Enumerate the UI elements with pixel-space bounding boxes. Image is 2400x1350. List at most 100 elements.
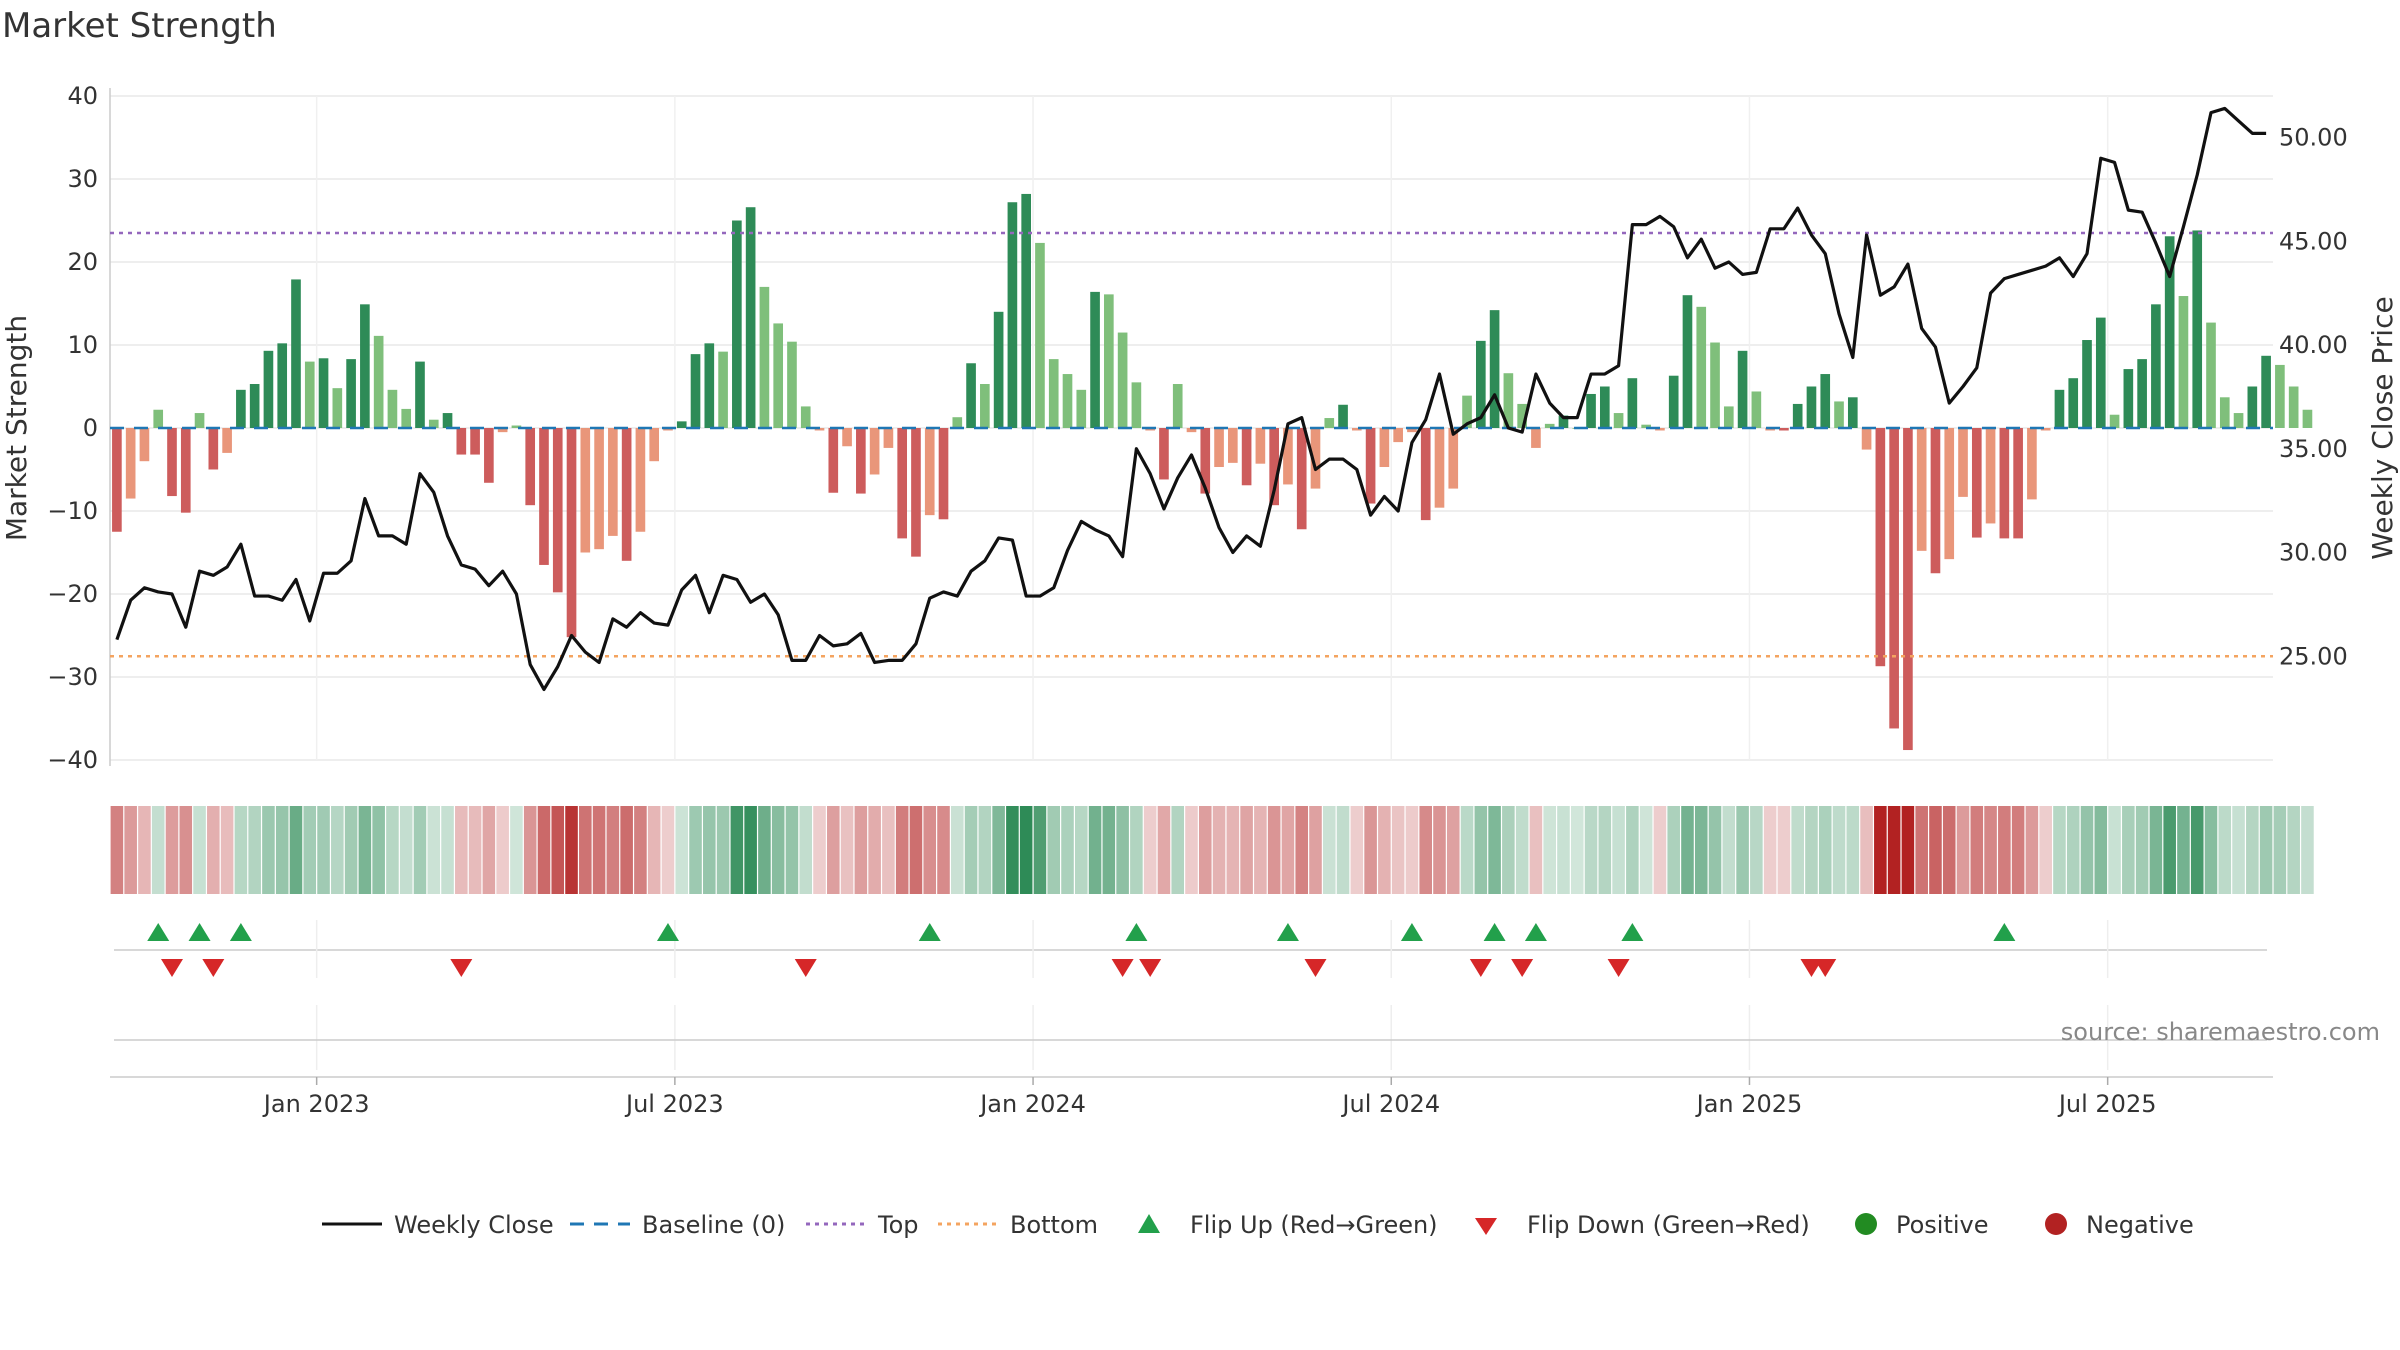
ytick-left-label: 10 bbox=[67, 331, 98, 359]
heatmap-cell bbox=[799, 806, 813, 894]
strength-bar bbox=[180, 428, 191, 513]
heatmap-cell bbox=[909, 806, 923, 894]
strength-bar bbox=[1283, 428, 1293, 485]
heatmap-cell bbox=[124, 806, 137, 894]
heatmap-cell bbox=[1061, 806, 1074, 894]
legend-icon-flip-down bbox=[1475, 1218, 1497, 1235]
heatmap-cell bbox=[1102, 806, 1116, 894]
heatmap-cell bbox=[2025, 806, 2039, 894]
strength-bar bbox=[1971, 428, 1982, 538]
heatmap-cell bbox=[1708, 806, 1722, 894]
flip-down-marker bbox=[1111, 959, 1134, 977]
strength-bar bbox=[552, 428, 563, 593]
strength-bar bbox=[222, 428, 232, 453]
heatmap-cell bbox=[2066, 806, 2080, 894]
heatmap-cell bbox=[840, 806, 854, 894]
ytick-right-label: 45.00 bbox=[2279, 227, 2348, 255]
strength-bar bbox=[732, 220, 742, 428]
strength-bar bbox=[304, 361, 315, 428]
strength-bar bbox=[346, 359, 356, 428]
heatmap-cell bbox=[1474, 806, 1488, 894]
heatmap-cell bbox=[1309, 806, 1322, 894]
heatmap-cell bbox=[634, 806, 647, 894]
heatmap-cell bbox=[468, 806, 482, 894]
strength-bar bbox=[497, 428, 508, 433]
heatmap-cell bbox=[1419, 806, 1432, 894]
heatmap-cell bbox=[1446, 806, 1460, 894]
heatmap-cell bbox=[193, 806, 206, 894]
heatmap-cell bbox=[1543, 806, 1556, 894]
heatmap-cell bbox=[1529, 806, 1543, 894]
strength-bar bbox=[869, 428, 880, 475]
strength-bar bbox=[980, 384, 990, 428]
strength-bar bbox=[1420, 428, 1431, 521]
heatmap-cell bbox=[2232, 806, 2245, 894]
strength-bar bbox=[1214, 428, 1224, 468]
strength-bar bbox=[387, 389, 398, 428]
strength-bar bbox=[1958, 428, 1968, 497]
strength-bar bbox=[1613, 413, 1624, 428]
heatmap-cell bbox=[1157, 806, 1171, 894]
strength-bar bbox=[484, 428, 494, 483]
strength-bar bbox=[690, 354, 701, 428]
heatmap-cell bbox=[1915, 806, 1928, 894]
legend-label: Flip Up (Red→Green) bbox=[1190, 1211, 1438, 1239]
strength-bar bbox=[1558, 415, 1569, 428]
heatmap-cell bbox=[1019, 806, 1033, 894]
heatmap-cell bbox=[2122, 806, 2135, 894]
strength-bar bbox=[1517, 403, 1527, 428]
heatmap-cell bbox=[882, 806, 895, 894]
strength-bar bbox=[1723, 406, 1734, 428]
strength-bar bbox=[1365, 428, 1376, 504]
strength-bar bbox=[1668, 375, 1679, 428]
heatmap-cell bbox=[1763, 806, 1777, 894]
strength-bar bbox=[2151, 304, 2161, 428]
heatmap-cell bbox=[262, 806, 275, 894]
strength-bar bbox=[1255, 428, 1266, 464]
heatmap-cell bbox=[1378, 806, 1391, 894]
heatmap-cell bbox=[758, 806, 771, 894]
heatmap-cell bbox=[317, 806, 330, 894]
heatmap-cell bbox=[1681, 806, 1694, 894]
strength-bar bbox=[1172, 384, 1183, 428]
weekly-close-line bbox=[115, 106, 2267, 692]
heatmap-cell bbox=[689, 806, 702, 894]
strength-bar bbox=[787, 341, 797, 428]
heatmap-cell bbox=[2190, 806, 2204, 894]
strength-bar bbox=[1104, 294, 1114, 428]
strength-bar bbox=[2302, 409, 2313, 428]
strength-bar bbox=[291, 279, 301, 428]
ytick-left-label: 20 bbox=[67, 248, 98, 276]
flip-down-marker bbox=[450, 959, 473, 977]
heatmap-cell bbox=[523, 806, 537, 894]
heatmap-cell bbox=[1488, 806, 1501, 894]
strength-bar bbox=[456, 428, 467, 455]
heatmap-cell bbox=[110, 806, 124, 894]
heatmap-cell bbox=[606, 806, 620, 894]
heatmap-cell bbox=[1750, 806, 1763, 894]
strength-bar bbox=[2233, 413, 2244, 428]
strength-bar bbox=[759, 286, 770, 428]
heatmap-cell bbox=[1198, 806, 1212, 894]
heatmap-cell bbox=[1515, 806, 1529, 894]
heatmap-cell bbox=[551, 806, 565, 894]
strength-bar bbox=[608, 428, 618, 536]
heatmap-cell bbox=[2259, 806, 2273, 894]
flip-down-marker bbox=[1469, 959, 1492, 977]
heatmap-cell bbox=[2246, 806, 2259, 894]
flip-down-marker bbox=[1814, 959, 1837, 977]
heatmap-cell bbox=[1405, 806, 1419, 894]
strength-bar bbox=[1627, 378, 1638, 428]
legend-icon-positive bbox=[1855, 1213, 1877, 1235]
heatmap-cell bbox=[937, 806, 950, 894]
xtick-label: Jul 2023 bbox=[624, 1090, 724, 1118]
flip-up-marker bbox=[147, 923, 170, 941]
strength-bar bbox=[1847, 397, 1858, 428]
heatmap-cell bbox=[1226, 806, 1240, 894]
heatmap-cell bbox=[289, 806, 303, 894]
strength-bar bbox=[1131, 382, 1142, 428]
strength-bar bbox=[1820, 374, 1831, 428]
strength-bar bbox=[718, 351, 728, 428]
strength-bar bbox=[2288, 386, 2299, 428]
